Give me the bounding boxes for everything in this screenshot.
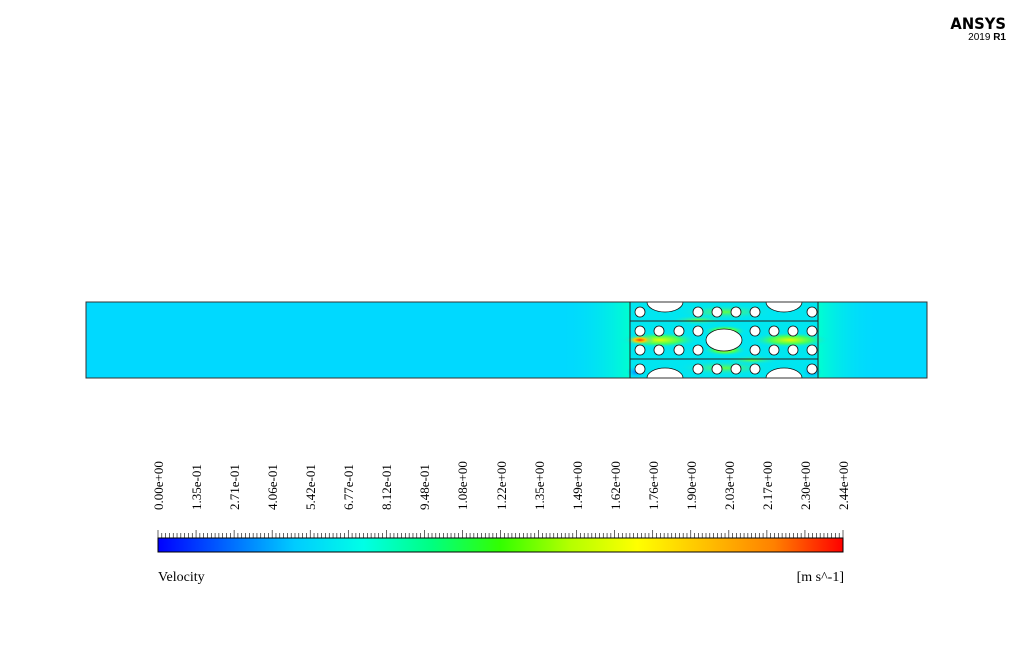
cylinder xyxy=(634,363,646,375)
cylinder xyxy=(673,325,685,337)
wall-cutout xyxy=(646,367,684,378)
cylinder xyxy=(806,344,818,356)
logo-version: 2019 R1 xyxy=(940,32,1006,44)
cylinder xyxy=(692,363,704,375)
legend-tick-label: 2.30e+00 xyxy=(797,461,813,510)
cylinder xyxy=(634,306,646,318)
legend-tick-label: 5.42e-01 xyxy=(303,464,319,510)
central-ellipse xyxy=(705,328,743,352)
cylinder xyxy=(806,363,818,375)
cylinder xyxy=(749,306,761,318)
upstream-wake xyxy=(560,302,630,378)
cylinder xyxy=(673,344,685,356)
velocity-field xyxy=(86,302,927,378)
obstacles xyxy=(634,302,818,378)
cylinder xyxy=(730,306,742,318)
legend-title: Velocity xyxy=(158,570,205,585)
legend-tick-label: 0.00e+00 xyxy=(151,461,166,510)
cylinder xyxy=(806,325,818,337)
cylinder xyxy=(692,306,704,318)
legend-tick-label: 1.49e+00 xyxy=(569,461,585,510)
wall-cutout xyxy=(765,302,803,313)
cylinder xyxy=(634,325,646,337)
legend-tick-label: 1.22e+00 xyxy=(493,461,509,510)
legend-tick-label: 2.71e-01 xyxy=(227,464,243,510)
cylinder xyxy=(768,344,780,356)
cylinder xyxy=(749,344,761,356)
cylinder xyxy=(653,344,665,356)
cylinder xyxy=(730,363,742,375)
logo-brand: ANSYS xyxy=(950,14,1006,33)
legend-minor-ticks xyxy=(157,530,844,538)
legend-tick-label: 1.08e+00 xyxy=(455,461,471,510)
legend-tick-label: 1.35e+00 xyxy=(531,461,547,510)
cylinder xyxy=(768,325,780,337)
cylinder xyxy=(692,325,704,337)
cylinder xyxy=(653,325,665,337)
legend-colorbar xyxy=(157,537,844,553)
cylinder xyxy=(711,306,723,318)
contour-viewport[interactable] xyxy=(0,0,1020,440)
legend-tick-label: 2.17e+00 xyxy=(759,461,775,510)
cylinder xyxy=(806,306,818,318)
cylinder xyxy=(749,325,761,337)
cylinder xyxy=(692,344,704,356)
cylinder xyxy=(749,363,761,375)
legend-tick-label: 8.12e-01 xyxy=(379,464,395,510)
legend-tick-label: 2.44e+00 xyxy=(836,461,851,510)
legend-tick-label: 1.76e+00 xyxy=(645,461,661,510)
legend-tick-label: 9.48e-01 xyxy=(417,464,433,510)
wall-cutout xyxy=(765,367,803,378)
logo-version-year: 2019 xyxy=(968,32,991,43)
legend-tick-label: 2.03e+00 xyxy=(721,461,737,510)
legend-tick-label: 4.06e-01 xyxy=(265,464,281,510)
legend-tick-label: 6.77e-01 xyxy=(341,464,357,510)
wall-cutout xyxy=(646,302,684,313)
channel-outline xyxy=(85,301,928,379)
logo-version-release: R1 xyxy=(993,32,1006,43)
legend-tick-label: 1.90e+00 xyxy=(683,461,699,510)
legend-unit: [m s^-1] xyxy=(796,570,844,585)
cylinder xyxy=(634,344,646,356)
legend-tick-label: 1.62e+00 xyxy=(607,461,623,510)
ansys-logo: ANSYS 2019 R1 xyxy=(940,16,1006,44)
legend-tick-label: 1.35e-01 xyxy=(189,464,205,510)
cylinder xyxy=(787,325,799,337)
cylinder xyxy=(787,344,799,356)
cylinder xyxy=(711,363,723,375)
